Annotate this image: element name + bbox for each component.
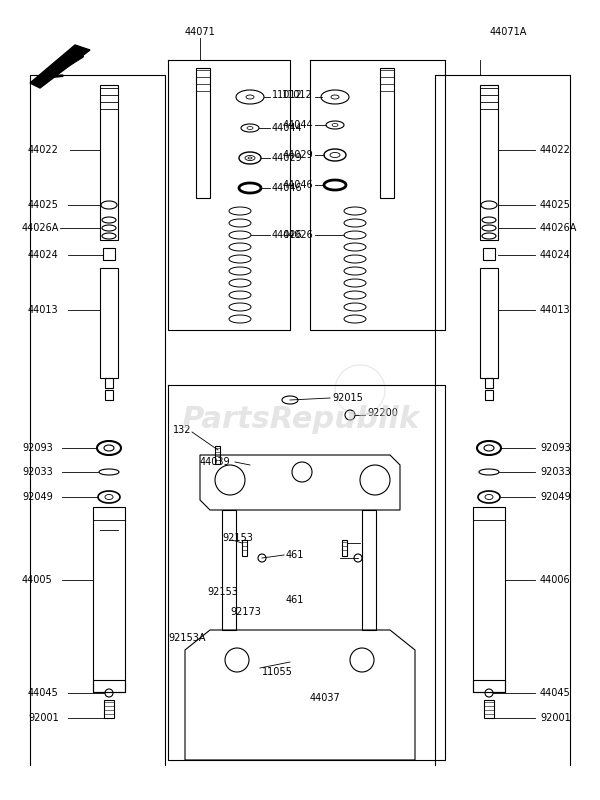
Text: 44013: 44013 — [540, 305, 571, 315]
Bar — [483, 248, 495, 260]
Bar — [100, 85, 118, 240]
Text: 132: 132 — [173, 425, 191, 435]
Text: 92001: 92001 — [28, 713, 59, 723]
Bar — [242, 540, 247, 556]
Text: 92033: 92033 — [540, 467, 571, 477]
Bar — [93, 507, 125, 692]
Text: 92200: 92200 — [367, 408, 398, 418]
Text: 44026: 44026 — [282, 230, 313, 240]
Text: 44044: 44044 — [272, 123, 302, 133]
Text: 92015: 92015 — [332, 393, 363, 403]
Bar — [473, 507, 505, 692]
Text: 11012: 11012 — [282, 90, 313, 100]
Text: 44037: 44037 — [310, 693, 341, 703]
Text: 92173: 92173 — [230, 607, 261, 617]
Polygon shape — [185, 630, 415, 760]
Text: 44006: 44006 — [540, 575, 571, 585]
Bar — [480, 85, 498, 240]
Text: 44013: 44013 — [28, 305, 59, 315]
Text: 92049: 92049 — [22, 492, 53, 502]
Text: 44005: 44005 — [22, 575, 53, 585]
Text: 44022: 44022 — [540, 145, 571, 155]
Text: 44044: 44044 — [283, 120, 313, 130]
Text: 44046: 44046 — [283, 180, 313, 190]
Bar — [485, 390, 493, 400]
Text: 44039: 44039 — [200, 457, 230, 467]
Text: 44029: 44029 — [272, 153, 303, 163]
Text: 11055: 11055 — [262, 667, 293, 677]
Text: 44026A: 44026A — [22, 223, 59, 233]
Text: 44026A: 44026A — [540, 223, 577, 233]
Text: 44071A: 44071A — [490, 27, 527, 37]
Text: 44024: 44024 — [540, 250, 571, 260]
Text: 44022: 44022 — [28, 145, 59, 155]
Text: 44045: 44045 — [540, 688, 571, 698]
Bar — [93, 680, 125, 692]
Text: 44071: 44071 — [185, 27, 216, 37]
Bar — [342, 540, 347, 556]
Text: 44025: 44025 — [540, 200, 571, 210]
Text: 92049: 92049 — [540, 492, 571, 502]
Text: 92153: 92153 — [222, 533, 253, 543]
Text: 461: 461 — [286, 550, 304, 560]
Bar — [480, 268, 498, 378]
Bar — [485, 378, 493, 388]
Text: 92001: 92001 — [540, 713, 571, 723]
Bar — [196, 68, 210, 198]
Text: 461: 461 — [286, 595, 304, 605]
Text: 44045: 44045 — [28, 688, 59, 698]
Bar — [473, 680, 505, 692]
Bar — [222, 510, 236, 630]
Bar — [100, 268, 118, 378]
Text: 92033: 92033 — [22, 467, 53, 477]
Bar — [215, 446, 220, 464]
Text: 11012: 11012 — [272, 90, 303, 100]
Text: 44029: 44029 — [282, 150, 313, 160]
Text: 92093: 92093 — [540, 443, 571, 453]
Text: 44024: 44024 — [28, 250, 59, 260]
Text: 44046: 44046 — [272, 183, 302, 193]
Bar — [103, 248, 115, 260]
Bar — [484, 700, 494, 718]
Bar — [380, 68, 394, 198]
Text: 92093: 92093 — [22, 443, 53, 453]
Text: PartsRepublik: PartsRepublik — [181, 406, 419, 434]
Bar — [362, 510, 376, 630]
Polygon shape — [200, 455, 400, 510]
Bar — [104, 700, 114, 718]
Bar — [105, 378, 113, 388]
Bar — [105, 390, 113, 400]
Polygon shape — [30, 45, 90, 88]
Text: 92153: 92153 — [207, 587, 238, 597]
Text: 44025: 44025 — [28, 200, 59, 210]
Text: 44026: 44026 — [272, 230, 303, 240]
Text: 92153A: 92153A — [168, 633, 205, 643]
